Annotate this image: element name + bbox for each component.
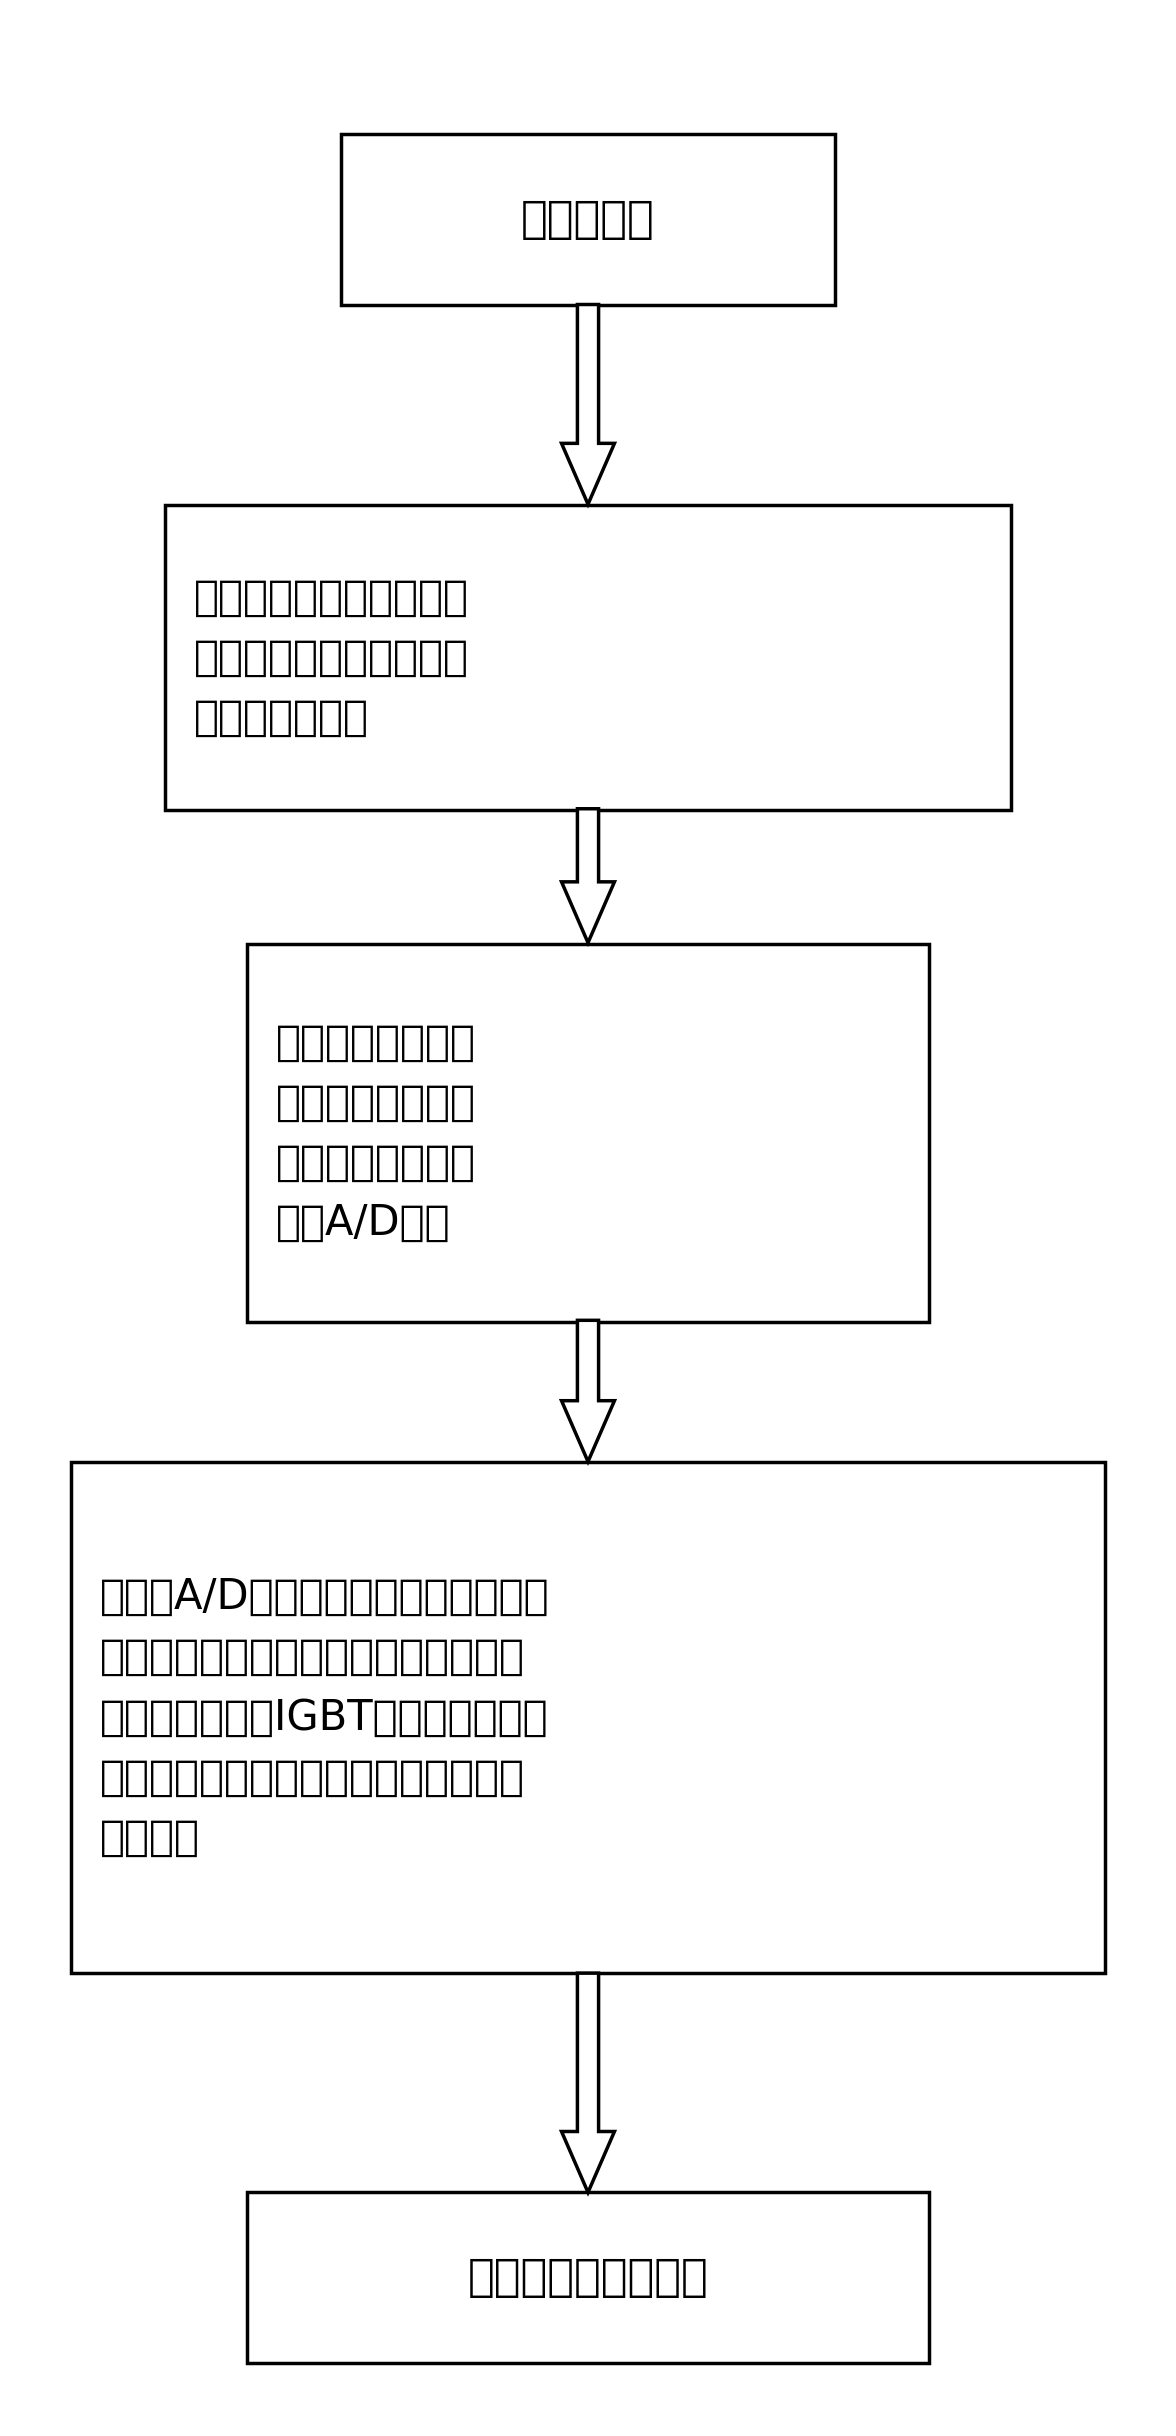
Bar [341,134,835,304]
Polygon shape [561,809,614,943]
Text: 对逆变后的电压、电流、
网侧电压相位和发电机实
时转速进行检测: 对逆变后的电压、电流、 网侧电压相位和发电机实 时转速进行检测 [194,577,469,738]
Bar [247,2192,929,2363]
Text: 将输出电压并入电网: 将输出电压并入电网 [468,2256,708,2300]
Bar [165,507,1011,809]
Polygon shape [561,1320,614,1462]
Text: 将进行A/D转换后的数字量进行数据处
理及实时控制，其中包括：网侧电压反
馈控制、整流侧IGBT斩波控制、相位
协调控制及逆变侧直接频率控制和电流
跟踪控制: 将进行A/D转换后的数字量进行数据处 理及实时控制，其中包括：网侧电压反 馈控制… [100,1576,549,1859]
Bar [71,1462,1105,1973]
Polygon shape [561,304,614,504]
Polygon shape [561,1973,614,2192]
Text: 将检测的模拟量送
入模拟量输入通道
进行信号调理，再
进行A/D转换: 将检测的模拟量送 入模拟量输入通道 进行信号调理，再 进行A/D转换 [276,1021,476,1245]
Bar [247,943,929,1320]
Text: 系统初始化: 系统初始化 [521,197,655,241]
